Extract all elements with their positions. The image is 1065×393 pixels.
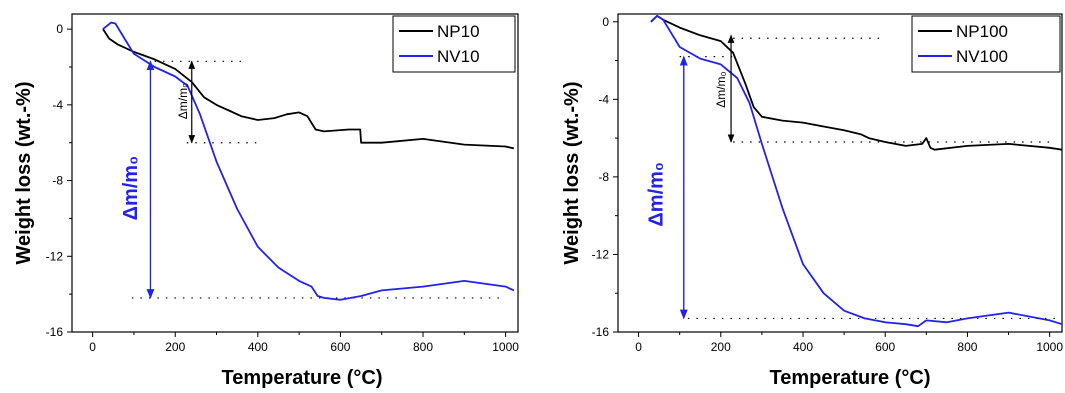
legend-box xyxy=(392,15,516,73)
x-tick-label: 200 xyxy=(711,340,731,354)
small-delta-label: Δm/m₀ xyxy=(714,71,728,107)
small-delta-label: Δm/m₀ xyxy=(176,83,190,119)
x-tick-label: 400 xyxy=(793,340,813,354)
y-tick-label: -16 xyxy=(46,325,64,339)
y-tick-label: -12 xyxy=(46,249,64,263)
y-tick-label: -8 xyxy=(52,174,63,188)
legend: NP100 NV100 xyxy=(911,15,1061,73)
chart-panel-1: 0 200 400 600 800 1000 0 -4 -8 -12 -16 Temperature … xyxy=(13,13,519,389)
x-tick-label: 1000 xyxy=(1036,340,1063,354)
legend-label-np100: NP100 xyxy=(956,22,1008,41)
large-delta-label: Δm/m₀ xyxy=(120,156,142,221)
y-tick-label: -4 xyxy=(598,92,609,106)
series-line-np100 xyxy=(650,14,1063,151)
legend-label-np10: NP10 xyxy=(437,22,480,41)
legend-box xyxy=(911,15,1061,73)
plot-frame xyxy=(71,13,519,333)
y-tick-label: -16 xyxy=(592,325,610,339)
series-line-np10 xyxy=(102,28,515,150)
x-axis-title: Temperature (°C) xyxy=(222,367,383,389)
x-tick-label: 400 xyxy=(248,340,268,354)
x-axis-title: Temperature (°C) xyxy=(770,367,931,389)
y-tick-label: -8 xyxy=(598,170,609,184)
legend-label-nv100: NV100 xyxy=(956,47,1008,66)
x-tick-label: 0 xyxy=(89,340,96,354)
x-tick-label: 600 xyxy=(875,340,895,354)
large-delta-label: Δm/m₀ xyxy=(645,162,667,227)
y-tick-label: 0 xyxy=(602,15,609,29)
legend: NP10 NV10 xyxy=(392,15,516,73)
y-tick-label: -4 xyxy=(52,98,63,112)
y-axis-title: Weight loss (wt.-%) xyxy=(561,82,583,265)
x-tick-label: 800 xyxy=(413,340,433,354)
legend-label-nv10: NV10 xyxy=(437,47,480,66)
series-line-nv100 xyxy=(650,14,1063,328)
x-tick-label: 600 xyxy=(330,340,350,354)
plot-frame xyxy=(617,13,1063,333)
x-tick-label: 200 xyxy=(165,340,185,354)
series-line-nv10 xyxy=(102,21,515,301)
x-tick-label: 1000 xyxy=(492,340,519,354)
y-axis-title: Weight loss (wt.-%) xyxy=(13,82,35,265)
y-tick-label: 0 xyxy=(56,22,63,36)
x-tick-label: 0 xyxy=(635,340,642,354)
chart-panel-2: 0 200 400 600 800 1000 0 -4 -8 -12 -16 Temperature … xyxy=(561,13,1063,389)
x-tick-label: 800 xyxy=(957,340,977,354)
y-tick-label: -12 xyxy=(592,247,610,261)
